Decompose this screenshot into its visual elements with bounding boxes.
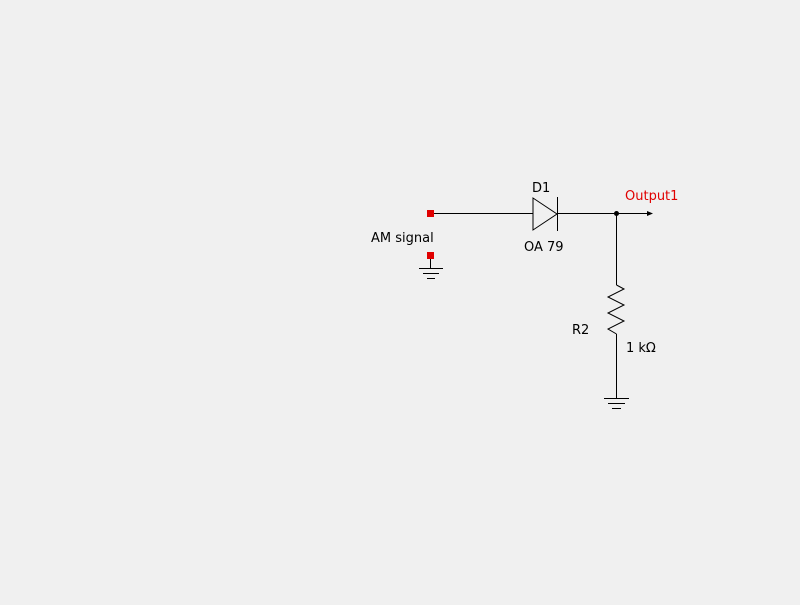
resistor-designator: R2 xyxy=(572,323,589,338)
input-terminal-ground[interactable] xyxy=(427,252,434,259)
output-arrow-icon xyxy=(647,211,653,216)
input-ground-icon xyxy=(419,259,443,279)
input-terminal-signal[interactable] xyxy=(427,210,434,217)
resistor-r2-icon[interactable] xyxy=(606,284,626,335)
input-label: AM signal xyxy=(371,231,434,246)
resistor-value: 1 kΩ xyxy=(626,341,656,356)
diode-value: OA 79 xyxy=(524,240,564,255)
resistor-ground-icon xyxy=(604,398,629,409)
diode-d1-icon[interactable] xyxy=(532,197,558,231)
diode-designator: D1 xyxy=(532,181,550,196)
output-label[interactable]: Output1 xyxy=(625,189,678,204)
